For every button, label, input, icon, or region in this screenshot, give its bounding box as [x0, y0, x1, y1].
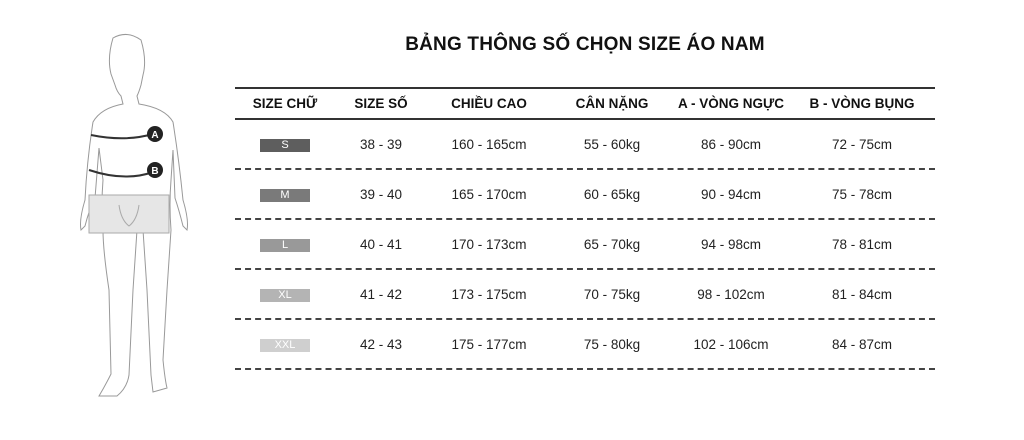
table-header: SIZE CHỮ SIZE SỐ CHIỀU CAO CÂN NẶNG A - …	[235, 87, 935, 120]
cell-size-letter: M	[235, 186, 335, 202]
cell-height: 175 - 177cm	[451, 336, 527, 352]
size-badge: S	[260, 139, 310, 152]
cell-size-number: 40 - 41	[359, 236, 403, 252]
size-badge: M	[260, 189, 310, 202]
header-size-number: SIZE SỐ	[354, 96, 408, 111]
cell-height: 170 - 173cm	[451, 236, 527, 252]
table-row: XXL 42 - 43 175 - 177cm 75 - 80kg 102 - 106c…	[235, 320, 935, 370]
cell-waist: 84 - 87cm	[831, 336, 893, 352]
cell-weight: 55 - 60kg	[583, 136, 641, 152]
cell-waist: 81 - 84cm	[831, 286, 893, 302]
cell-size-number: 42 - 43	[359, 336, 403, 352]
table-row: L 40 - 41 170 - 173cm 65 - 70kg 94 - 98cm 78 …	[235, 220, 935, 270]
marker-a: A	[147, 126, 163, 142]
cell-chest: 94 - 98cm	[700, 236, 762, 252]
cell-height: 173 - 175cm	[451, 286, 527, 302]
size-badge: XXL	[260, 339, 310, 352]
cell-size-number: 38 - 39	[359, 136, 403, 152]
header-waist: B - VÒNG BỤNG	[809, 96, 915, 111]
header-chest: A - VÒNG NGỰC	[678, 96, 784, 111]
svg-text:B: B	[151, 166, 158, 177]
cell-size-letter: L	[235, 236, 335, 252]
cell-size-letter: XXL	[235, 336, 335, 352]
cell-size-letter: S	[235, 136, 335, 152]
cell-size-number: 39 - 40	[359, 186, 403, 202]
size-badge: XL	[260, 289, 310, 302]
size-badge: L	[260, 239, 310, 252]
page-title: BẢNG THÔNG SỐ CHỌN SIZE ÁO NAM	[405, 34, 765, 55]
table-row: S 38 - 39 160 - 165cm 55 - 60kg 86 - 90cm 72 …	[235, 120, 935, 170]
cell-weight: 70 - 75kg	[583, 286, 641, 302]
header-weight: CÂN NẶNG	[575, 96, 649, 111]
svg-text:A: A	[151, 130, 158, 141]
size-table: SIZE CHỮ SIZE SỐ CHIỀU CAO CÂN NẶNG A - …	[235, 87, 935, 370]
cell-chest: 86 - 90cm	[700, 136, 762, 152]
header-size-letter: SIZE CHỮ	[252, 96, 318, 111]
marker-b: B	[147, 162, 163, 178]
header-height: CHIỀU CAO	[451, 96, 527, 111]
cell-weight: 65 - 70kg	[583, 236, 641, 252]
body-measurement-figure: A B	[80, 34, 188, 397]
cell-waist: 75 - 78cm	[831, 186, 893, 202]
cell-size-letter: XL	[235, 286, 335, 302]
cell-chest: 102 - 106cm	[693, 336, 769, 352]
cell-height: 165 - 170cm	[451, 186, 527, 202]
cell-waist: 78 - 81cm	[831, 236, 893, 252]
cell-size-number: 41 - 42	[359, 286, 403, 302]
cell-weight: 75 - 80kg	[583, 336, 641, 352]
shorts-shape	[88, 194, 170, 234]
cell-chest: 98 - 102cm	[697, 286, 765, 302]
table-row: M 39 - 40 165 - 170cm 60 - 65kg 90 - 94cm 75 …	[235, 170, 935, 220]
cell-weight: 60 - 65kg	[583, 186, 641, 202]
cell-height: 160 - 165cm	[451, 136, 527, 152]
table-row: XL 41 - 42 173 - 175cm 70 - 75kg 98 - 102cm 8…	[235, 270, 935, 320]
cell-chest: 90 - 94cm	[700, 186, 762, 202]
cell-waist: 72 - 75cm	[831, 136, 893, 152]
